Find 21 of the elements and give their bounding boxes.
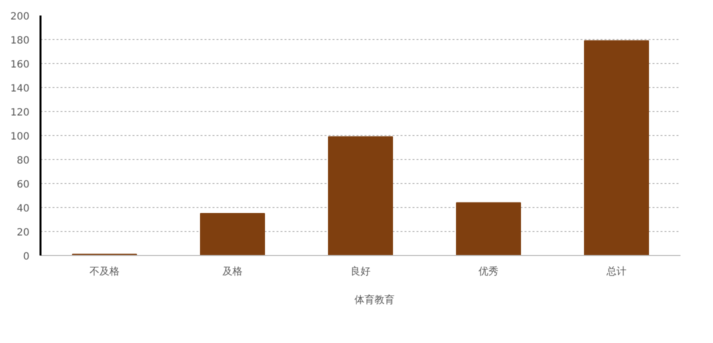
y-tick-label: 20 bbox=[16, 228, 30, 238]
text: 体育教育 bbox=[354, 294, 394, 307]
x-tick-label: 优秀 bbox=[478, 266, 498, 278]
bar bbox=[328, 136, 393, 256]
y-tick-label: 120 bbox=[10, 108, 30, 118]
y-tick-label: 40 bbox=[16, 204, 30, 214]
x-tick-label: 良好 bbox=[350, 266, 370, 278]
bar bbox=[456, 202, 521, 256]
y-tick-label: 200 bbox=[10, 12, 30, 22]
y-tick-label: 80 bbox=[16, 156, 30, 166]
y-tick-label: 180 bbox=[10, 36, 30, 46]
bar bbox=[584, 40, 649, 256]
y-tick-label: 140 bbox=[10, 84, 30, 94]
y-tick-label: 60 bbox=[16, 180, 30, 190]
bar bbox=[200, 213, 265, 256]
y-tick-label: 160 bbox=[10, 60, 30, 70]
x-tick-label: 及格 bbox=[222, 266, 242, 278]
x-tick-label: 总计 bbox=[606, 266, 626, 278]
y-tick-label: 100 bbox=[10, 132, 30, 142]
y-tick-label: 0 bbox=[23, 252, 30, 262]
x-tick-label: 不及格 bbox=[90, 266, 120, 278]
